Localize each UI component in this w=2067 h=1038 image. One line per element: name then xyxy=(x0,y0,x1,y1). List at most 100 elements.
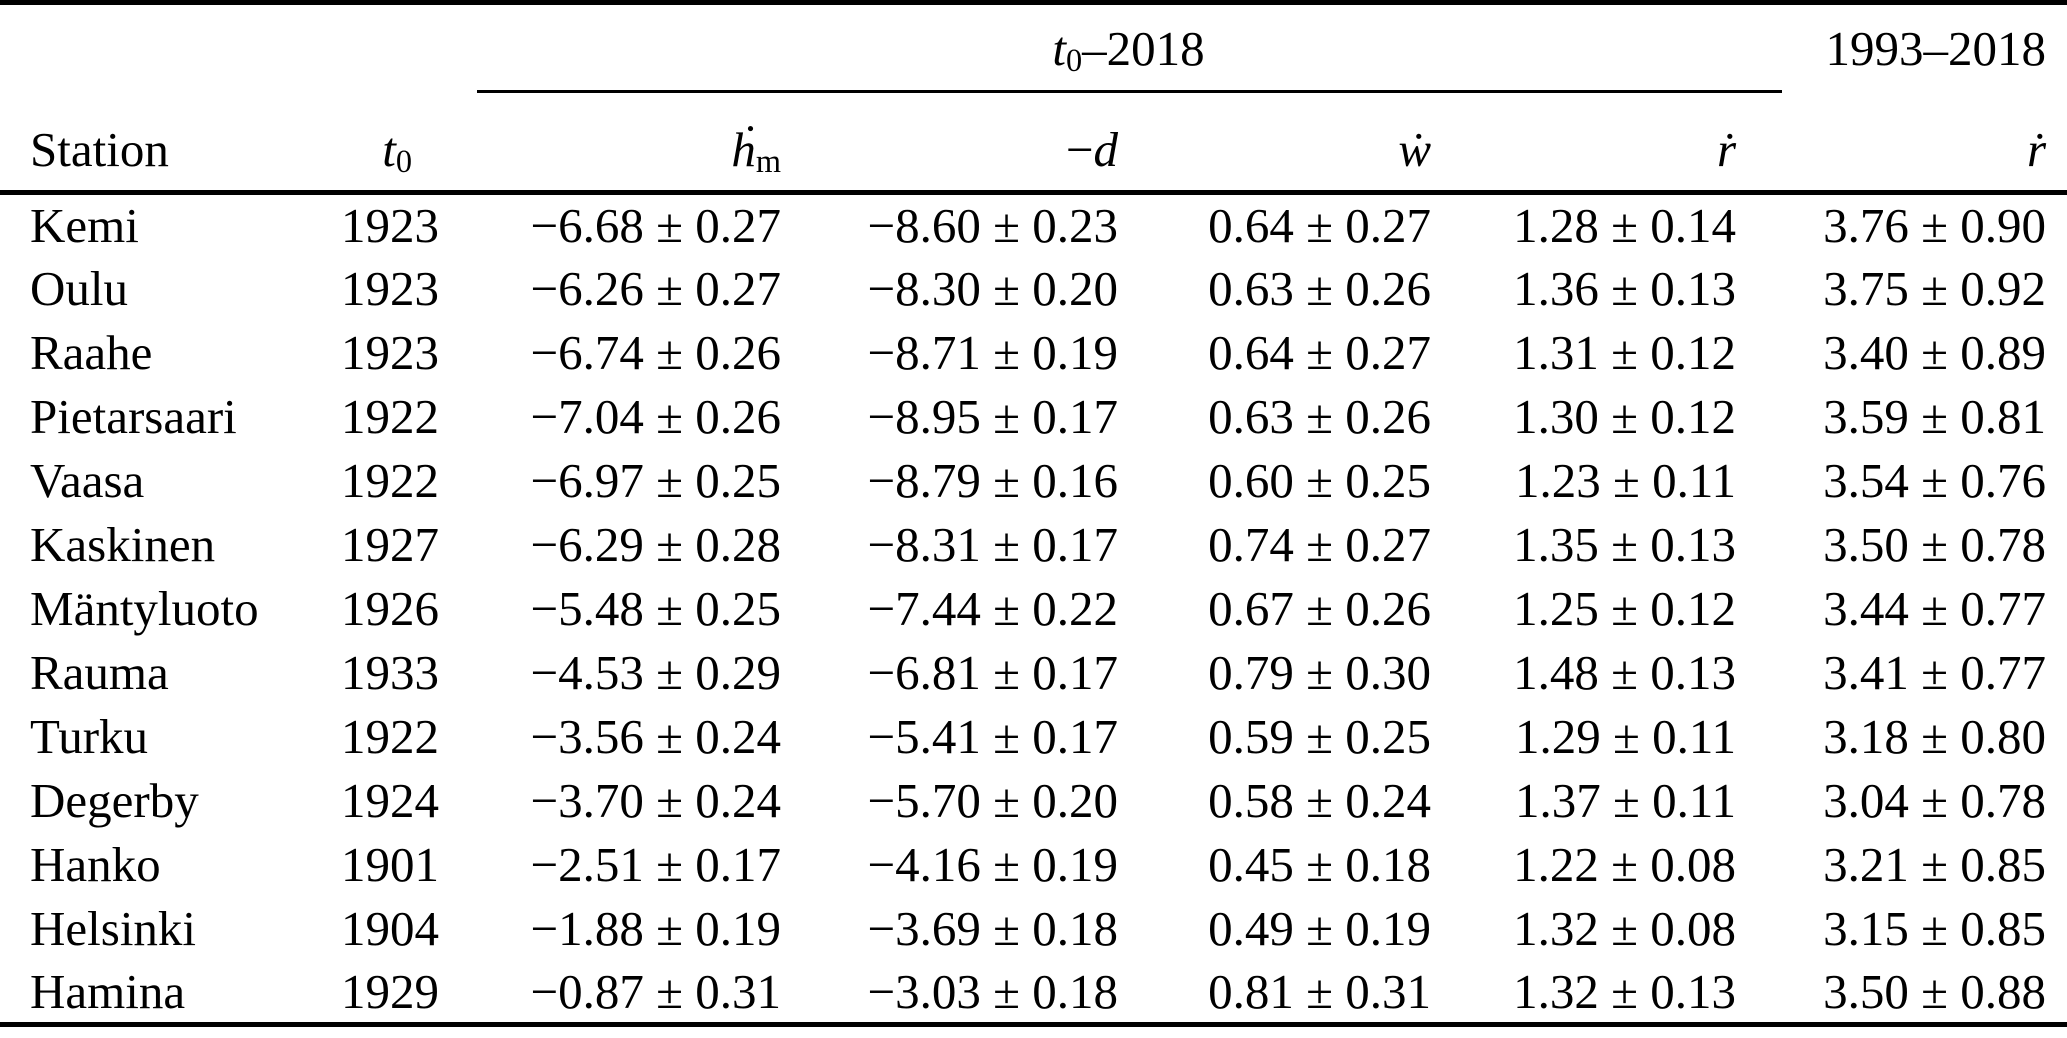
cell-r-recent: 3.50 ± 0.88 xyxy=(1823,963,2047,1019)
cell-station: Kaskinen xyxy=(30,517,216,572)
cell-r-recent: 3.18 ± 0.80 xyxy=(1823,709,2047,764)
cell-hm: −0.87 ± 0.31 xyxy=(530,963,781,1019)
cell-station: Hamina xyxy=(30,963,186,1019)
group-header-1993-2018: 1993–2018 xyxy=(1825,21,2047,77)
cell-r-recent: 3.41 ± 0.77 xyxy=(1823,645,2047,700)
group-header-spacer xyxy=(0,3,440,93)
cell-r-recent: 3.40 ± 0.89 xyxy=(1823,325,2047,380)
cell-minus-d: −4.16 ± 0.19 xyxy=(867,837,1118,892)
cell-r-recent: 3.75 ± 0.92 xyxy=(1823,261,2047,316)
cell-t0: 1904 xyxy=(341,901,439,956)
minus-d-symbol: −d xyxy=(1065,122,1118,177)
cell-r-recent: 3.76 ± 0.90 xyxy=(1823,198,2047,254)
cell-w: 0.67 ± 0.26 xyxy=(1208,581,1431,636)
cell-minus-d: −3.03 ± 0.18 xyxy=(867,963,1118,1019)
cell-hm: −6.74 ± 0.26 xyxy=(530,325,781,380)
cell-w: 0.64 ± 0.27 xyxy=(1208,198,1431,254)
cell-r-recent: 3.15 ± 0.85 xyxy=(1823,901,2047,956)
group-header-underline xyxy=(477,89,1782,93)
cell-station: Kemi xyxy=(30,198,139,254)
cell-hm: −7.04 ± 0.26 xyxy=(530,389,781,444)
cell-minus-d: −6.81 ± 0.17 xyxy=(867,645,1118,700)
cell-hm: −6.29 ± 0.28 xyxy=(530,517,781,572)
cell-minus-d: −8.95 ± 0.17 xyxy=(867,389,1118,444)
cell-t0: 1922 xyxy=(341,453,439,508)
cell-w: 0.79 ± 0.30 xyxy=(1208,645,1431,700)
cell-t0: 1922 xyxy=(341,709,439,764)
table-row: Kemi 1923 −6.68 ± 0.27 −8.60 ± 0.23 0.64… xyxy=(0,193,2067,257)
w-dot-symbol: ẇ xyxy=(1398,122,1431,177)
t0-2018-label: t0–2018 xyxy=(1052,21,1205,79)
cell-w: 0.64 ± 0.27 xyxy=(1208,325,1431,380)
cell-r: 1.36 ± 0.13 xyxy=(1513,261,1737,316)
cell-hm: −3.70 ± 0.24 xyxy=(530,773,781,828)
r-dot-symbol: ṙ xyxy=(2026,122,2047,177)
cell-station: Helsinki xyxy=(30,901,197,956)
cell-station: Pietarsaari xyxy=(30,389,237,444)
column-header-r: ṙ xyxy=(1435,92,1741,195)
cell-w: 0.45 ± 0.18 xyxy=(1208,837,1431,892)
cell-station: Turku xyxy=(30,709,149,764)
cell-minus-d: −7.44 ± 0.22 xyxy=(867,581,1118,636)
table-row: Helsinki 1904 −1.88 ± 0.19 −3.69 ± 0.18 … xyxy=(0,897,2067,961)
cell-t0: 1933 xyxy=(341,645,439,700)
cell-hm: −4.53 ± 0.29 xyxy=(530,645,781,700)
cell-t0: 1924 xyxy=(341,773,439,828)
r-dot-symbol: ṙ xyxy=(1716,122,1737,177)
group-header-row: t0–2018 1993–2018 xyxy=(0,3,2067,93)
cell-station: Mäntyluoto xyxy=(30,581,259,636)
cell-r: 1.35 ± 0.13 xyxy=(1513,517,1737,572)
cell-r: 1.25 ± 0.12 xyxy=(1513,581,1737,636)
cell-minus-d: −3.69 ± 0.18 xyxy=(867,901,1118,956)
table-row: Oulu 1923 −6.26 ± 0.27 −8.30 ± 0.20 0.63… xyxy=(0,257,2067,321)
cell-hm: −1.88 ± 0.19 xyxy=(530,901,781,956)
t0-symbol: t0 xyxy=(382,122,412,179)
cell-station: Degerby xyxy=(30,773,199,828)
cell-t0: 1923 xyxy=(341,325,439,380)
cell-r: 1.48 ± 0.13 xyxy=(1513,645,1737,700)
cell-minus-d: −8.31 ± 0.17 xyxy=(867,517,1118,572)
cell-r: 1.23 ± 0.11 xyxy=(1514,453,1737,508)
cell-t0: 1923 xyxy=(341,261,439,316)
cell-station: Rauma xyxy=(30,645,169,700)
cell-r-recent: 3.50 ± 0.78 xyxy=(1823,517,2047,572)
cell-hm: −5.48 ± 0.25 xyxy=(530,581,781,636)
cell-minus-d: −5.41 ± 0.17 xyxy=(867,709,1118,764)
h-dot-m-symbol: ḣm xyxy=(731,122,781,179)
table-row: Vaasa 1922 −6.97 ± 0.25 −8.79 ± 0.16 0.6… xyxy=(0,449,2067,513)
cell-w: 0.74 ± 0.27 xyxy=(1208,517,1431,572)
cell-minus-d: −8.79 ± 0.16 xyxy=(867,453,1118,508)
cell-w: 0.63 ± 0.26 xyxy=(1208,261,1431,316)
group-header-t0-2018: t0–2018 xyxy=(440,3,1782,93)
column-header-hm: ḣm xyxy=(440,92,785,195)
cell-r: 1.29 ± 0.11 xyxy=(1514,709,1737,764)
column-header-r-recent: ṙ xyxy=(1740,92,2067,195)
cell-hm: −6.26 ± 0.27 xyxy=(530,261,781,316)
cell-r: 1.32 ± 0.08 xyxy=(1513,901,1737,956)
cell-w: 0.59 ± 0.25 xyxy=(1208,709,1431,764)
cell-w: 0.58 ± 0.24 xyxy=(1208,773,1431,828)
cell-w: 0.81 ± 0.31 xyxy=(1208,963,1431,1019)
table-row: Kaskinen 1927 −6.29 ± 0.28 −8.31 ± 0.17 … xyxy=(0,513,2067,577)
cell-t0: 1927 xyxy=(341,517,439,572)
table-row: Raahe 1923 −6.74 ± 0.26 −8.71 ± 0.19 0.6… xyxy=(0,321,2067,385)
cell-r: 1.30 ± 0.12 xyxy=(1513,389,1737,444)
cell-w: 0.60 ± 0.25 xyxy=(1208,453,1431,508)
cell-w: 0.49 ± 0.19 xyxy=(1208,901,1431,956)
cell-t0: 1929 xyxy=(341,963,439,1019)
table-row: Hanko 1901 −2.51 ± 0.17 −4.16 ± 0.19 0.4… xyxy=(0,833,2067,897)
cell-r: 1.22 ± 0.08 xyxy=(1513,837,1737,892)
cell-r: 1.37 ± 0.11 xyxy=(1514,773,1737,828)
cell-station: Vaasa xyxy=(30,453,145,508)
column-header-w: ẇ xyxy=(1122,92,1435,195)
cell-r-recent: 3.59 ± 0.81 xyxy=(1823,389,2047,444)
table-row: Mäntyluoto 1926 −5.48 ± 0.25 −7.44 ± 0.2… xyxy=(0,577,2067,641)
cell-minus-d: −8.30 ± 0.20 xyxy=(867,261,1118,316)
table-header: t0–2018 1993–2018 Station t0 ḣm −d ẇ ṙ ṙ xyxy=(0,3,2067,195)
cell-t0: 1922 xyxy=(341,389,439,444)
column-header-row: Station t0 ḣm −d ẇ ṙ ṙ xyxy=(0,92,2067,195)
column-header-station: Station xyxy=(0,92,340,195)
cell-hm: −6.97 ± 0.25 xyxy=(530,453,781,508)
